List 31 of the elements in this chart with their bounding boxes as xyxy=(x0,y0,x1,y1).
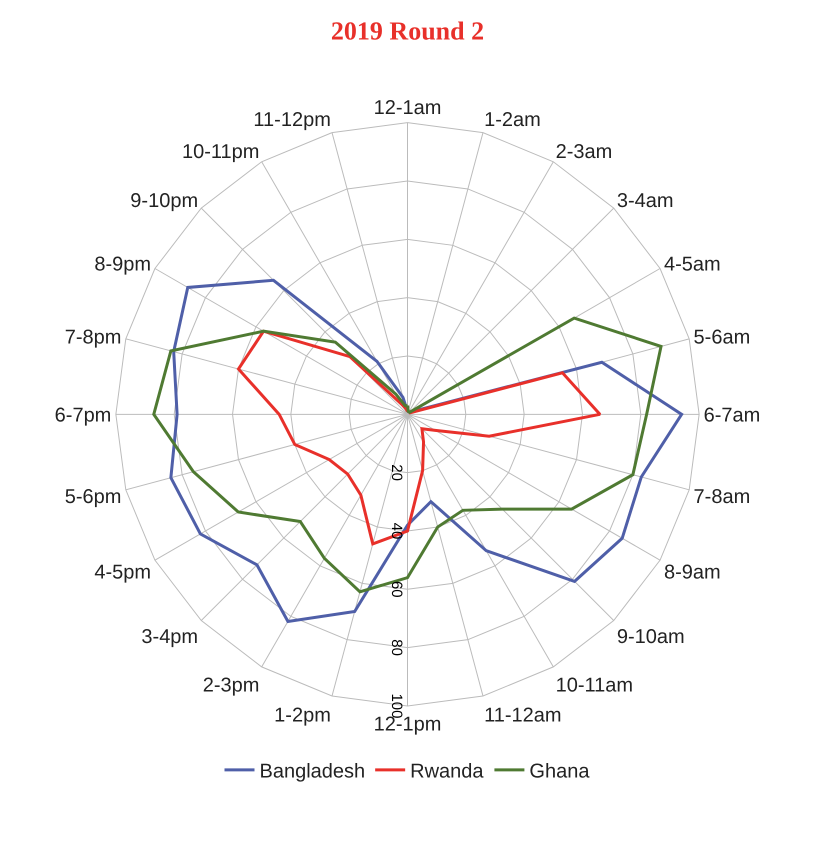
spoke-label: 5-6pm xyxy=(64,486,122,508)
spoke-label: 11-12pm xyxy=(253,109,331,132)
spoke-label: 8-9pm xyxy=(94,253,152,276)
spoke-label: 9-10pm xyxy=(130,190,198,212)
spoke-label: 10-11am xyxy=(556,674,634,697)
spoke-label: 12-1am xyxy=(374,97,442,120)
spoke-label: 9-10am xyxy=(616,626,685,648)
spoke-label: 6-7am xyxy=(704,404,760,426)
spoke-label: 2-3pm xyxy=(202,674,260,697)
spoke-label: 8-9am xyxy=(664,561,721,584)
spoke-label: 7-8pm xyxy=(64,326,122,348)
spoke-label: 5-6am xyxy=(694,326,750,348)
spoke-label: 2-3am xyxy=(556,140,612,163)
spoke-label: 1-2am xyxy=(484,109,541,132)
spoke-label: 3-4am xyxy=(616,190,674,212)
spoke-label: 1-2pm xyxy=(274,704,331,726)
spoke-label: 3-4pm xyxy=(141,626,198,648)
legend-label: Rwanda xyxy=(410,760,484,783)
spoke-label: 6-7pm xyxy=(54,404,112,426)
y-tick-label: 20 xyxy=(388,464,405,481)
spoke-label: 7-8am xyxy=(694,486,750,508)
y-tick-label: 80 xyxy=(388,639,405,656)
spoke-label: 4-5pm xyxy=(94,561,152,584)
spoke-label: 4-5am xyxy=(664,253,721,276)
spoke-label: 11-12am xyxy=(484,704,562,726)
legend-label: Bangladesh xyxy=(260,760,366,783)
spoke-label: 10-11pm xyxy=(182,140,260,163)
chart-title: 2019 Round 2 xyxy=(330,16,484,46)
y-tick-label: 40 xyxy=(388,522,405,540)
y-tick-label: 60 xyxy=(388,580,405,598)
legend-label: Ghana xyxy=(529,760,590,783)
